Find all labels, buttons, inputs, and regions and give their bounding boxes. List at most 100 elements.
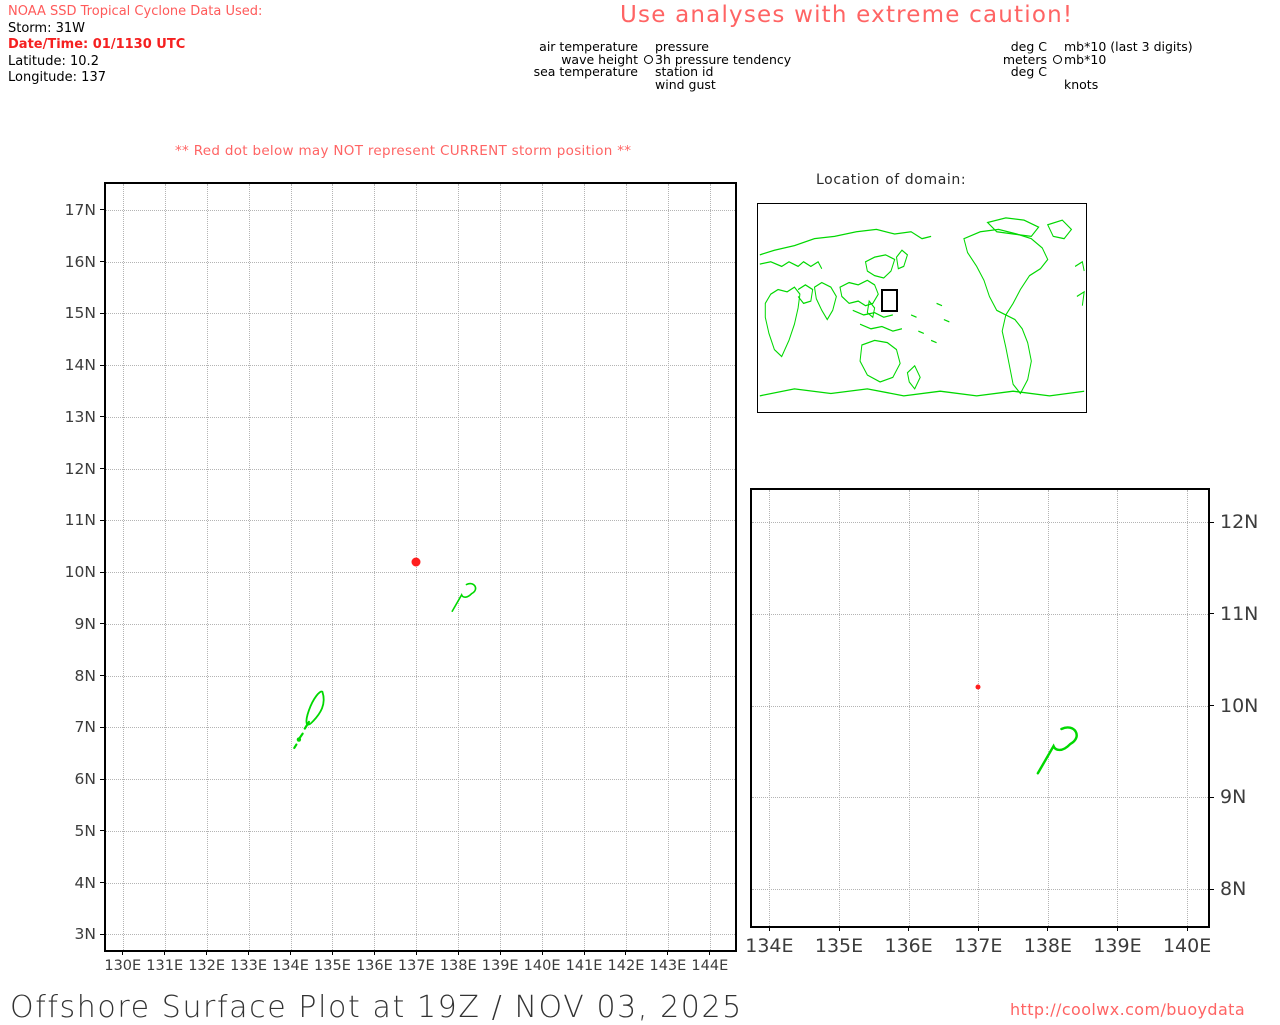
gridline-horizontal (106, 520, 735, 522)
gridline-vertical (416, 184, 418, 950)
source-url-link[interactable]: http://coolwx.com/buoydata (1010, 1000, 1246, 1019)
axis-tick (908, 926, 910, 931)
world-coastline-path (918, 330, 924, 335)
axis-tick (1208, 888, 1214, 890)
x-axis-tick-label: 136E (355, 958, 393, 974)
coastline-babeldaob (305, 690, 325, 726)
x-axis-tick-label: 133E (230, 958, 267, 974)
world-coastline-path (1074, 260, 1085, 272)
axis-tick (164, 950, 166, 955)
gridline-vertical (122, 184, 124, 950)
axis-tick (709, 950, 711, 955)
station-circle-icon (1052, 55, 1062, 65)
world-coastline-path (864, 254, 896, 279)
x-axis-tick-label: 139E (481, 958, 519, 974)
world-coastline-path (986, 217, 1040, 238)
main-map-coastlines (106, 184, 735, 950)
x-axis-tick-label: 140E (1162, 935, 1212, 957)
storm-info-header: NOAA SSD Tropical Cyclone Data Used: Sto… (8, 4, 262, 87)
world-coastline-path (963, 228, 1049, 316)
y-axis-tick-label: 3N (74, 925, 96, 944)
x-axis-tick-label: 132E (188, 958, 226, 974)
axis-tick (1208, 796, 1214, 798)
y-axis-tick-label: 12N (64, 459, 96, 478)
zoom-map-panel[interactable]: 134E 135E 136E 137E 138E 139E 140E 8N 9N 10N 11N 12… (745, 488, 1258, 957)
world-coastline-path (866, 299, 876, 319)
axis-tick (100, 261, 106, 263)
axis-tick (100, 726, 106, 728)
world-coastline-path (813, 281, 837, 321)
gridline-horizontal (106, 365, 735, 367)
axis-tick (1208, 521, 1214, 523)
storm-latitude-line: Latitude: 10.2 (8, 53, 99, 69)
axis-tick (100, 416, 106, 418)
y-axis-tick-label: 8N (74, 666, 96, 685)
axis-tick (331, 950, 333, 955)
gridline-vertical (908, 490, 910, 926)
y-axis-tick-label: 8N (1220, 878, 1247, 901)
y-axis-tick-label: 6N (74, 770, 96, 789)
main-map-panel[interactable]: 130E 131E 132E 133E 134E 135E 136E 137E 138E 139E… (65, 182, 737, 974)
storm-position-warning: ** Red dot below may NOT represent CURRE… (175, 143, 632, 159)
legend-field-label: deg C (1010, 64, 1047, 80)
plot-title: Offshore Surface Plot at 19Z / NOV 03, 2… (10, 990, 743, 1025)
station-circle-icon (641, 55, 655, 65)
legend-field-label: knots (1064, 76, 1099, 92)
world-map-title: Location of domain: (816, 172, 967, 188)
gridline-vertical (978, 490, 980, 926)
world-coastline-path (759, 228, 932, 256)
legend-field-label: mb*10 (1064, 51, 1107, 67)
legend-field-label: meters (1002, 51, 1047, 67)
axis-tick (100, 312, 106, 314)
legend-row: sea temperature station id (520, 66, 820, 79)
y-axis-tick-label: 11N (64, 511, 96, 530)
axis-tick (541, 950, 543, 955)
world-coastline-path (1046, 219, 1073, 240)
x-axis-tick-label: 135E (814, 935, 864, 957)
axis-tick (1208, 613, 1214, 615)
coastline-palau-islets (293, 720, 311, 750)
gridline-vertical (625, 184, 627, 950)
gridline-vertical (1187, 490, 1189, 926)
world-coastline-path (764, 286, 801, 358)
axis-tick (415, 950, 417, 955)
coastline-yap-island (1036, 726, 1078, 775)
gridline-horizontal (106, 934, 735, 936)
axis-tick (838, 926, 840, 931)
axis-tick (373, 950, 375, 955)
gridline-vertical (374, 184, 376, 950)
gridline-horizontal (752, 889, 1208, 891)
axis-tick (100, 468, 106, 470)
gridline-horizontal (106, 313, 735, 315)
x-axis-tick-label: 135E (314, 958, 351, 974)
y-axis-tick-label: 15N (64, 304, 96, 323)
y-axis-tick-label: 12N (1220, 511, 1259, 534)
y-axis-tick-label: 13N (64, 407, 96, 426)
gridline-horizontal (106, 572, 735, 574)
axis-tick (206, 950, 208, 955)
axis-tick (499, 950, 501, 955)
axis-tick (100, 882, 106, 884)
gridline-vertical (1047, 490, 1049, 926)
storm-datetime-line: Date/Time: 01/1130 UTC (8, 37, 186, 52)
axis-tick (667, 950, 669, 955)
y-axis-tick-label: 10N (1220, 694, 1259, 717)
gridline-vertical (248, 184, 250, 950)
gridline-vertical (500, 184, 502, 950)
axis-tick (100, 519, 106, 521)
world-coastline-path (759, 388, 1085, 397)
y-axis-tick-label: 14N (64, 356, 96, 375)
world-coastline-path (910, 314, 917, 318)
gridline-horizontal (106, 882, 735, 884)
gridline-vertical (332, 184, 334, 950)
legend-field-label: sea temperature (533, 64, 638, 80)
x-axis-tick-label: 136E (884, 935, 933, 957)
world-coastline-path (936, 302, 943, 307)
world-map-coastlines (758, 204, 1086, 412)
gridline-vertical (458, 184, 460, 950)
gridline-vertical (290, 184, 292, 950)
gridline-horizontal (106, 416, 735, 418)
world-coastline-path (906, 364, 921, 390)
y-axis-tick-label: 7N (74, 718, 96, 737)
